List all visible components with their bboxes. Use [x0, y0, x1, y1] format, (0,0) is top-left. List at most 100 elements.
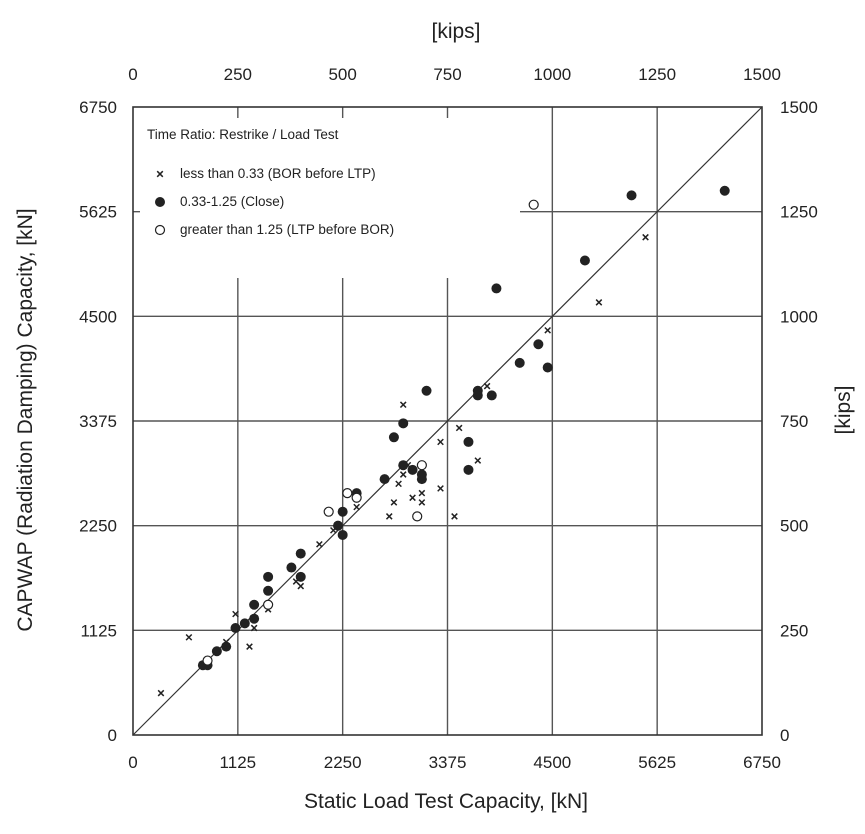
x-marker-stroke	[474, 457, 482, 464]
x-marker-stroke	[399, 401, 407, 409]
legend-symbol	[155, 197, 165, 207]
x-marker-stroke	[483, 382, 491, 390]
y-tick-label: 4500	[79, 307, 117, 326]
data-point	[409, 494, 416, 502]
data-point	[395, 480, 402, 488]
x2-tick-label: 250	[224, 65, 252, 84]
x-marker-stroke	[399, 471, 407, 478]
x2-tick-label: 500	[328, 65, 356, 84]
data-point	[249, 613, 260, 624]
plot-border	[132, 106, 763, 736]
x-marker-stroke	[185, 633, 193, 641]
y-tick-label: 2250	[79, 517, 117, 536]
data-point	[286, 562, 297, 573]
data-point	[388, 432, 399, 443]
data-point	[416, 460, 427, 471]
data-point	[263, 585, 274, 596]
data-point	[353, 503, 360, 511]
data-point	[486, 390, 497, 401]
plot-frame	[132, 106, 763, 736]
data-point	[337, 506, 348, 517]
y2-tick-label: 1000	[780, 307, 818, 326]
x-marker-stroke	[418, 489, 426, 497]
data-point	[421, 385, 432, 396]
x-marker-stroke	[250, 624, 258, 632]
data-point	[437, 485, 444, 492]
data-point	[719, 185, 730, 196]
x2-tick-label: 750	[433, 65, 461, 84]
data-point	[333, 520, 344, 531]
x-marker-stroke	[390, 499, 398, 506]
series-open-circle	[202, 199, 539, 666]
x-tick-label: 1125	[220, 753, 257, 772]
data-point	[626, 190, 637, 201]
data-point	[185, 633, 193, 641]
data-point	[263, 571, 274, 582]
data-point	[337, 529, 348, 540]
legend-entry-greater-than-1.25: greater than 1.25 (LTP before BOR)	[154, 222, 394, 237]
legend: Time Ratio: Restrike / Load Test less th…	[140, 118, 520, 278]
x-marker-stroke	[385, 513, 393, 520]
x-marker-stroke	[642, 233, 649, 241]
data-point	[398, 418, 409, 429]
y-tick-label: 6750	[79, 98, 117, 117]
data-point	[528, 199, 539, 210]
legend-background	[140, 118, 520, 278]
x2-tick-label: 1000	[533, 65, 571, 84]
legend-label-close: 0.33-1.25 (Close)	[180, 194, 284, 209]
x-marker-stroke	[297, 582, 305, 590]
data-point	[416, 474, 427, 485]
data-point	[418, 499, 426, 506]
tick-labels: 0 1125 2250 3375 4500 5625 6750 0 250 500 750 1000 1…	[79, 65, 818, 772]
data-point	[297, 582, 305, 590]
data-point	[390, 499, 398, 506]
x-marker-stroke	[316, 540, 323, 548]
x-marker-stroke	[156, 170, 164, 178]
data-point	[483, 382, 491, 390]
data-point	[642, 233, 649, 241]
y-tick-label: 3375	[79, 412, 117, 431]
data-point	[579, 255, 590, 266]
x2-tick-label: 0	[128, 65, 137, 84]
x2-tick-label: 1250	[638, 65, 676, 84]
legend-title: Time Ratio: Restrike / Load Test	[147, 127, 339, 142]
data-point	[246, 643, 253, 650]
y-tick-label: 1125	[80, 621, 117, 640]
data-point	[437, 438, 444, 446]
data-point	[239, 618, 250, 629]
x-marker-stroke	[232, 610, 239, 618]
y2-tick-label: 250	[780, 621, 808, 640]
x-marker-stroke	[595, 299, 603, 306]
data-point	[342, 488, 353, 499]
x-tick-label: 0	[128, 753, 137, 772]
data-point	[533, 339, 544, 350]
data-point	[295, 548, 306, 559]
data-point	[249, 599, 260, 610]
x-tick-label: 3375	[429, 753, 467, 772]
x-marker-stroke	[353, 503, 360, 511]
series-filled-circle	[197, 185, 730, 671]
data-point	[472, 385, 483, 396]
x-tick-label: 2250	[324, 753, 362, 772]
x-marker-stroke	[437, 485, 444, 492]
data-point	[542, 362, 553, 373]
data-point	[595, 299, 603, 306]
x-marker-stroke	[246, 643, 253, 650]
legend-entry-close: 0.33-1.25 (Close)	[155, 194, 284, 209]
data-point	[295, 571, 306, 582]
data-point	[211, 646, 222, 657]
data-point	[230, 623, 241, 634]
data-points	[157, 185, 730, 697]
x-axis-title: Static Load Test Capacity, [kN]	[304, 790, 588, 813]
x-marker-stroke	[437, 438, 444, 446]
data-point	[323, 506, 334, 517]
data-point	[379, 474, 390, 485]
legend-label-greater-than-1.25: greater than 1.25 (LTP before BOR)	[180, 222, 394, 237]
data-point	[463, 436, 474, 447]
data-point	[202, 655, 213, 666]
y2-tick-label: 750	[780, 412, 808, 431]
x-marker-stroke	[409, 494, 416, 502]
legend-label-less-than-0.33: less than 0.33 (BOR before LTP)	[180, 166, 376, 181]
legend-x-marker	[156, 170, 164, 178]
x-marker-stroke	[451, 513, 458, 520]
